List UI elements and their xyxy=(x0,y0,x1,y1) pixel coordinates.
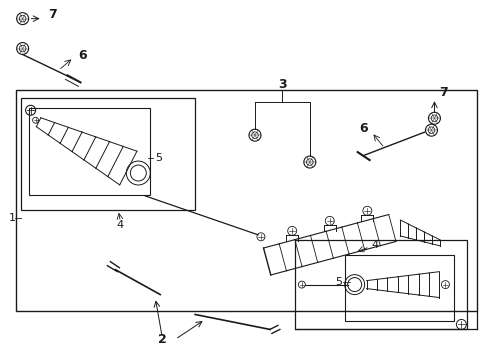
Text: 7: 7 xyxy=(49,8,57,21)
Text: 4: 4 xyxy=(117,220,124,230)
Bar xyxy=(21,98,195,210)
Text: 5: 5 xyxy=(155,153,162,163)
Text: 7: 7 xyxy=(440,86,448,99)
Text: 1: 1 xyxy=(9,213,16,223)
Text: 6: 6 xyxy=(359,122,368,135)
Bar xyxy=(28,108,150,195)
Text: 2: 2 xyxy=(158,333,167,346)
Text: 5: 5 xyxy=(335,276,342,287)
Text: 3: 3 xyxy=(278,78,287,91)
Text: 6: 6 xyxy=(78,49,87,62)
Bar xyxy=(295,240,467,329)
Text: 4: 4 xyxy=(371,240,378,250)
Bar xyxy=(16,90,477,311)
Bar xyxy=(345,255,454,321)
